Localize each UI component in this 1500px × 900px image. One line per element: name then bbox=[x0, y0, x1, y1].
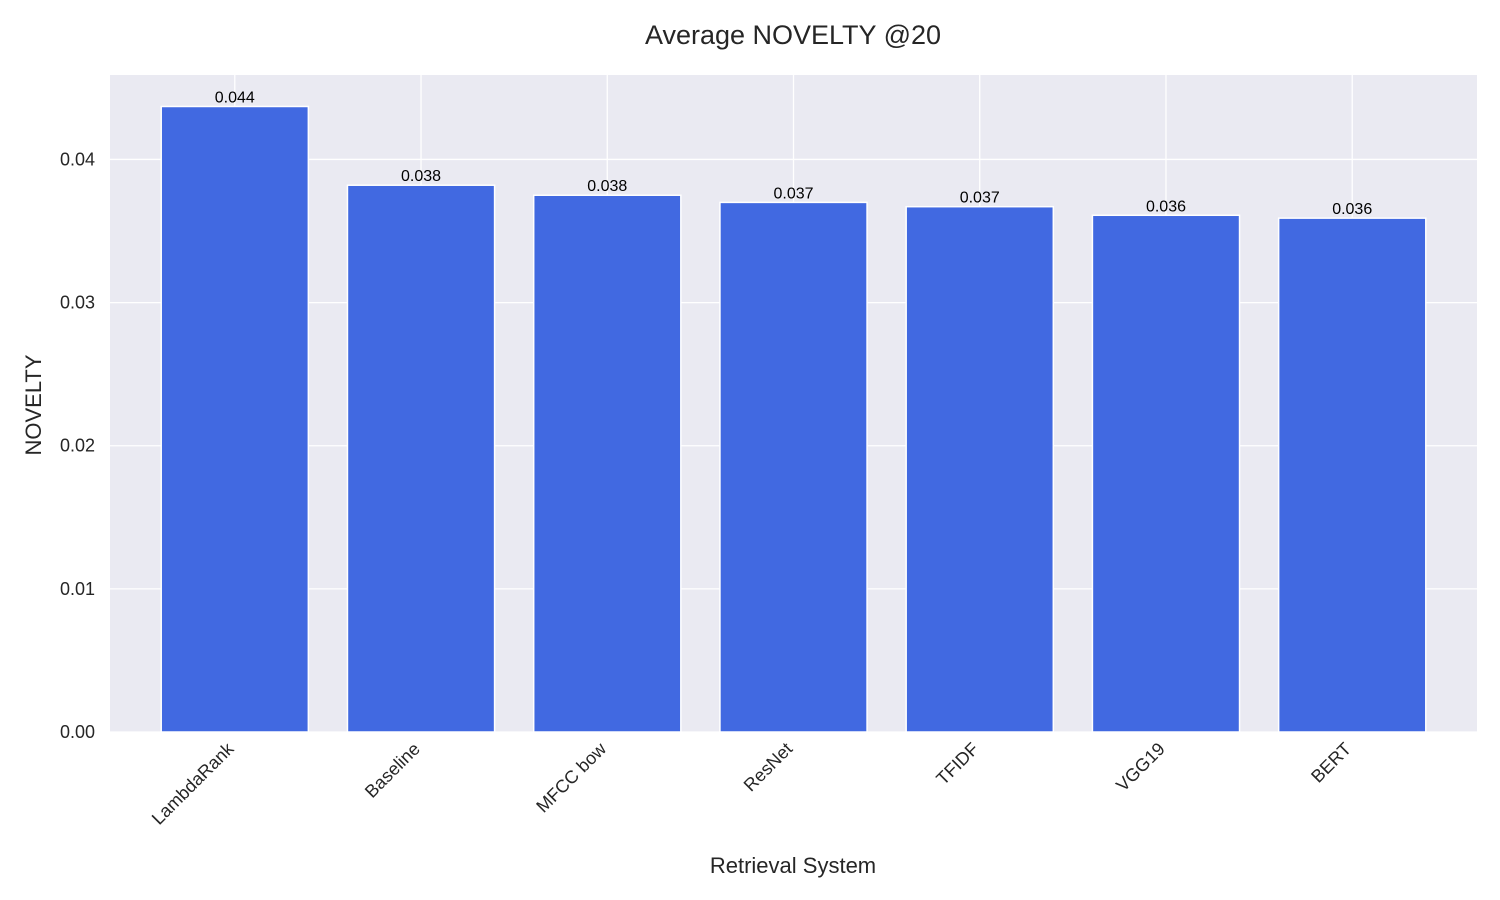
y-tick-label: 0.04 bbox=[60, 149, 95, 169]
y-axis-label: NOVELTY bbox=[21, 354, 46, 455]
bar-value-label: 0.037 bbox=[773, 185, 813, 202]
bar-resnet bbox=[719, 201, 868, 733]
bar-value-label: 0.036 bbox=[1332, 201, 1372, 218]
bar-value-label: 0.038 bbox=[587, 178, 627, 195]
bar-lambdarank bbox=[160, 105, 310, 733]
x-tick-label: TFIDF bbox=[932, 739, 982, 789]
bar-mfcc-bow bbox=[532, 194, 682, 733]
x-axis-label: Retrieval System bbox=[710, 853, 876, 878]
x-axis-ticks: LambdaRank Baseline MFCC bow ResNet TFIDF VGG… bbox=[148, 738, 1355, 829]
y-tick-label: 0.01 bbox=[60, 579, 95, 599]
x-tick-label: BERT bbox=[1307, 739, 1355, 787]
x-tick-label: Baseline bbox=[361, 739, 424, 802]
bar-tfidf bbox=[905, 205, 1055, 733]
bar-bert bbox=[1277, 217, 1427, 733]
bar-value-label: 0.044 bbox=[215, 89, 255, 106]
bar-value-label: 0.036 bbox=[1146, 198, 1186, 215]
value-labels-layer: 0.044 0.038 0.038 0.037 0.037 0.036 0.036 bbox=[215, 89, 1373, 218]
bars-layer bbox=[160, 105, 1427, 733]
x-tick-label: VGG19 bbox=[1112, 739, 1169, 796]
bar-baseline bbox=[346, 184, 496, 733]
y-tick-label: 0.00 bbox=[60, 722, 95, 742]
bar-value-label: 0.037 bbox=[960, 190, 1000, 207]
y-tick-label: 0.03 bbox=[60, 293, 95, 313]
y-tick-label: 0.02 bbox=[60, 436, 95, 456]
x-tick-label: LambdaRank bbox=[148, 738, 239, 829]
y-axis-ticks: 0.00 0.01 0.02 0.03 0.04 bbox=[60, 149, 95, 742]
x-tick-label: ResNet bbox=[740, 739, 797, 796]
bar-vgg19 bbox=[1091, 214, 1241, 733]
chart-title: Average NOVELTY @20 bbox=[645, 20, 941, 50]
bar-value-label: 0.038 bbox=[401, 168, 441, 185]
x-tick-label: MFCC bow bbox=[532, 738, 610, 816]
